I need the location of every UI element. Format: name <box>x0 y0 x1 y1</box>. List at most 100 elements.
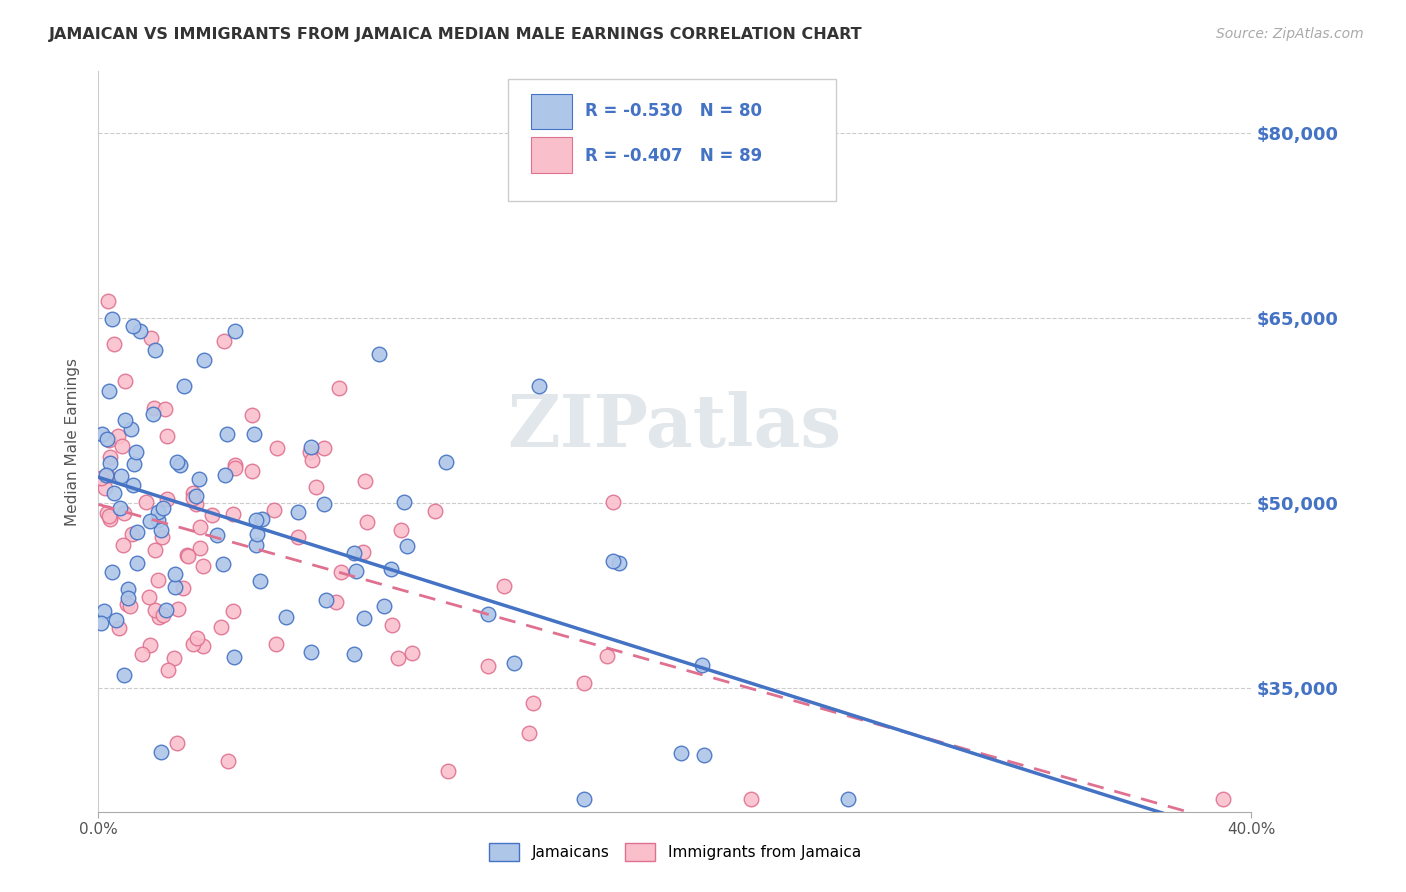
Point <box>121 526 143 541</box>
Point <box>224 324 246 338</box>
Point <box>264 637 287 651</box>
Legend: Jamaicans, Immigrants from Jamaica: Jamaicans, Immigrants from Jamaica <box>482 838 868 867</box>
Point <box>304 480 326 494</box>
Point <box>96 506 118 520</box>
Point <box>287 530 309 544</box>
Point <box>146 513 169 527</box>
Point <box>242 427 264 442</box>
FancyBboxPatch shape <box>531 94 572 129</box>
FancyBboxPatch shape <box>508 78 837 201</box>
Point <box>314 441 336 455</box>
Point <box>181 637 204 651</box>
Point <box>138 590 160 604</box>
Point <box>142 407 165 421</box>
Point <box>114 412 136 426</box>
Point <box>353 611 375 625</box>
Point <box>155 602 177 616</box>
Point <box>172 581 194 595</box>
Point <box>380 562 402 576</box>
Point <box>425 503 447 517</box>
Point <box>105 613 128 627</box>
Point <box>125 556 148 570</box>
Point <box>602 554 624 568</box>
Text: R = -0.530   N = 80: R = -0.530 N = 80 <box>585 103 762 120</box>
Point <box>186 631 208 645</box>
Point <box>90 616 112 631</box>
Point <box>201 508 224 523</box>
Point <box>692 658 714 673</box>
Point <box>93 604 115 618</box>
Point <box>183 486 205 500</box>
Point <box>572 792 595 806</box>
Point <box>314 497 336 511</box>
Point <box>250 512 273 526</box>
Point <box>188 541 211 555</box>
Text: Source: ZipAtlas.com: Source: ZipAtlas.com <box>1216 27 1364 41</box>
Point <box>98 456 121 470</box>
Point <box>135 494 157 508</box>
Point <box>240 464 263 478</box>
Point <box>101 565 124 579</box>
Point <box>150 524 173 538</box>
Point <box>156 428 179 442</box>
Point <box>209 620 232 634</box>
Point <box>494 579 516 593</box>
Point <box>522 696 544 710</box>
Point <box>148 610 170 624</box>
Point <box>148 573 170 587</box>
Point <box>115 597 138 611</box>
Point <box>163 650 186 665</box>
Point <box>97 384 120 399</box>
Point <box>122 318 145 333</box>
Point <box>97 293 120 308</box>
Point <box>122 457 145 471</box>
Point <box>150 745 173 759</box>
Y-axis label: Median Male Earnings: Median Male Earnings <box>65 358 80 525</box>
Point <box>152 501 174 516</box>
Point <box>354 474 377 488</box>
Point <box>325 595 347 609</box>
Point <box>301 452 323 467</box>
Point <box>166 455 188 469</box>
Point <box>166 602 188 616</box>
Point <box>142 401 165 415</box>
Point <box>145 343 167 357</box>
Point <box>212 334 235 348</box>
Point <box>128 324 150 338</box>
Point <box>671 746 693 760</box>
Point <box>266 441 288 455</box>
Point <box>346 564 368 578</box>
Point <box>139 515 162 529</box>
Point <box>434 454 457 468</box>
Point <box>110 469 132 483</box>
Point <box>837 792 859 806</box>
Point <box>166 736 188 750</box>
Point <box>145 603 167 617</box>
Point <box>152 530 174 544</box>
Point <box>125 445 148 459</box>
Text: ZIPatlas: ZIPatlas <box>508 392 842 462</box>
Point <box>276 610 298 624</box>
Point <box>108 501 131 516</box>
Point <box>117 582 139 596</box>
Point <box>112 668 135 682</box>
Point <box>186 497 208 511</box>
Point <box>96 467 118 482</box>
Point <box>120 599 142 614</box>
Point <box>131 647 153 661</box>
Point <box>217 426 239 441</box>
Point <box>222 604 245 618</box>
Point <box>396 539 419 553</box>
Point <box>392 495 415 509</box>
Point <box>146 505 169 519</box>
Point <box>574 676 596 690</box>
Point <box>103 486 125 500</box>
Point <box>328 381 350 395</box>
Point <box>401 646 423 660</box>
Point <box>120 422 142 436</box>
Point <box>112 538 135 552</box>
Point <box>214 467 236 482</box>
Point <box>163 580 186 594</box>
Point <box>245 513 267 527</box>
Point <box>96 467 118 482</box>
